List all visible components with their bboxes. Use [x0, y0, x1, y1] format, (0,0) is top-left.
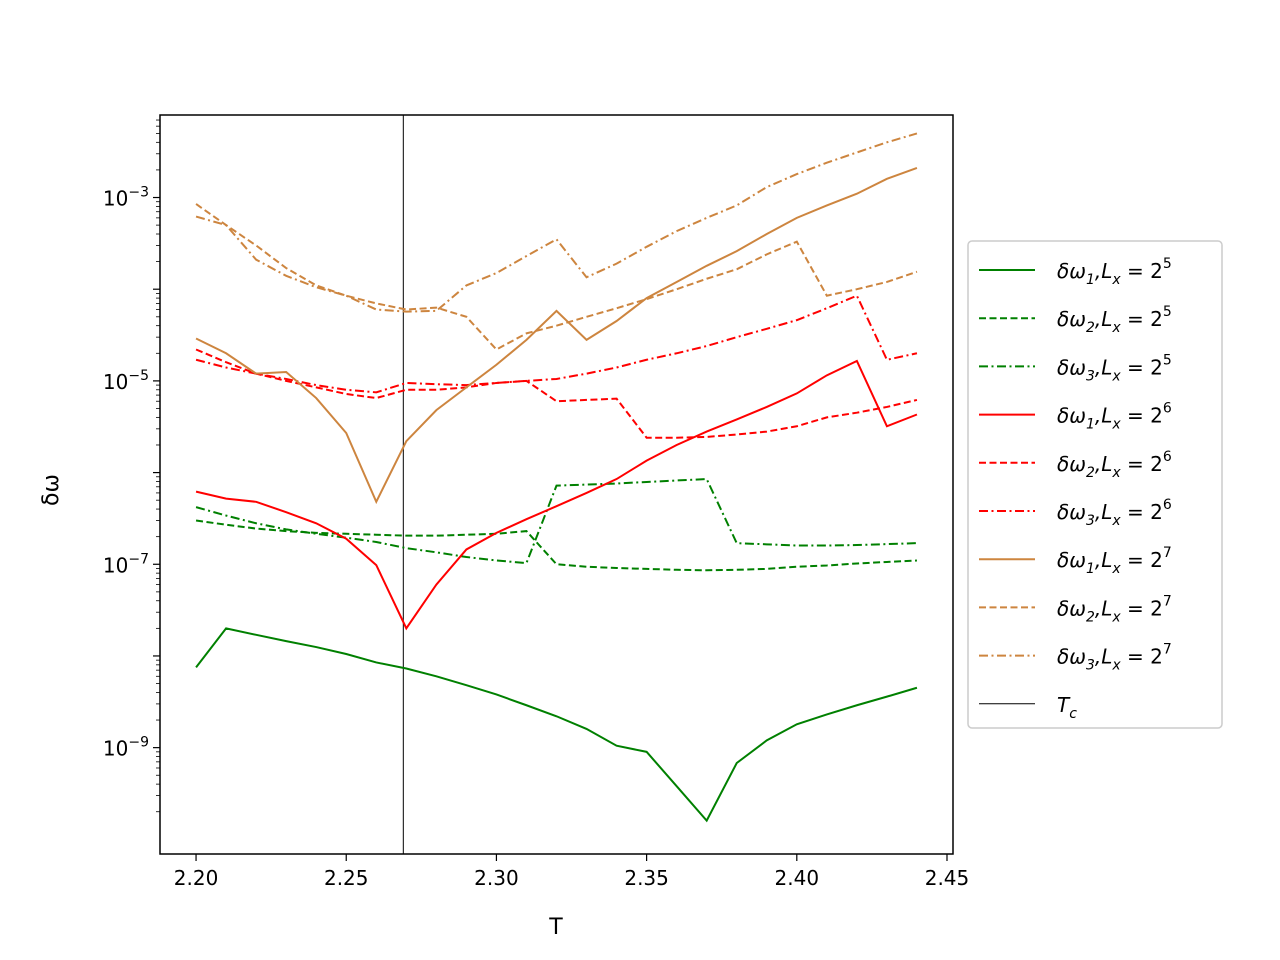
legend-label: δω3,Lx = 25: [1057, 352, 1172, 384]
y-tick-label: 10−9: [103, 735, 149, 761]
series-line-1: [195, 627, 918, 823]
legend: δω1,Lx = 25 δω2,Lx = 25 δω3,Lx = 25 δω1,Lx …: [967, 240, 1223, 729]
legend-label: δω2,Lx = 27: [1057, 593, 1172, 625]
y-axis: 10−9 10−7 10−5 10−3: [103, 119, 160, 813]
series-line-5: [195, 348, 918, 439]
y-axis-label: δω: [39, 474, 64, 506]
x-tick-label: 2.20: [174, 866, 219, 890]
series-line-9: [195, 132, 918, 313]
y-tick-label: 10−7: [103, 551, 149, 577]
x-axis-label: T: [548, 915, 563, 940]
legend-label: δω3,Lx = 27: [1057, 642, 1172, 674]
x-tick-label: 2.30: [474, 866, 519, 890]
x-tick-label: 2.35: [624, 866, 669, 890]
series-line-7: [195, 167, 918, 505]
series-line-8: [195, 203, 918, 351]
series-line-2: [195, 519, 917, 572]
plot-frame: [159, 114, 954, 855]
x-tick-label: 2.25: [324, 866, 369, 890]
x-tick-label: 2.45: [925, 866, 970, 890]
legend-label: δω1,Lx = 26: [1057, 401, 1172, 433]
series-line-4: [195, 359, 918, 631]
legend-label: Tc: [1057, 693, 1077, 722]
legend-label: δω1,Lx = 25: [1057, 256, 1172, 288]
y-tick-label: 10−3: [103, 185, 149, 211]
legend-box: [967, 240, 1223, 729]
legend-label: δω3,Lx = 26: [1057, 497, 1172, 529]
series-line-6: [195, 294, 918, 394]
x-tick-label: 2.40: [775, 866, 820, 890]
y-tick-label: 10−5: [103, 368, 149, 394]
legend-label: δω2,Lx = 26: [1057, 449, 1172, 481]
legend-label: δω1,Lx = 27: [1057, 545, 1172, 577]
plot-area: [195, 115, 918, 854]
x-axis: 2.20 2.25 2.30 2.35 2.40 2.45: [174, 854, 969, 890]
legend-label: δω2,Lx = 25: [1057, 304, 1172, 336]
series-line-3: [195, 478, 917, 565]
